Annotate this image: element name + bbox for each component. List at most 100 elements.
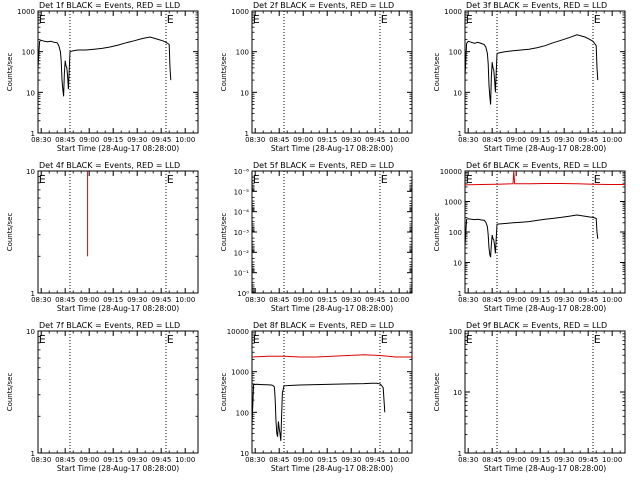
x-tick-label: 09:15 [103,456,123,464]
x-tick-label: 09:15 [317,136,337,144]
event-marker: E [39,333,46,346]
y-axis-label: Counts/sec [6,53,14,92]
chart-panel-2: Det 2f BLACK = Events, RED = LLD Counts/s… [220,1,413,153]
y-tick-label: 1 [458,290,462,298]
event-marker: E [594,13,601,26]
plot-frame [464,170,626,294]
y-tick-label: 100 [236,409,249,417]
y-tick-label: 10⁻⁶ [234,168,250,176]
plot-frame [464,330,626,454]
x-tick-label: 08:30 [31,296,51,304]
chart-panel-9: Det 9f BLACK = Events, RED = LLD Counts/s… [433,321,626,473]
chart-panel-7: Det 7f BLACK = Events, RED = LLD Counts/s… [6,321,199,473]
plot-frame [251,330,413,454]
x-tick-label: 10:00 [389,136,409,144]
event-marker: E [381,13,388,26]
y-tick-label: 1 [458,130,462,138]
x-tick-label: 08:30 [31,456,51,464]
chart-title: Det 4f BLACK = Events, RED = LLD [39,161,180,170]
y-tick-label: 10000 [227,328,249,336]
plot-frame [251,170,413,294]
x-tick-label: 08:45 [269,456,289,464]
x-axis-label: Start Time (28-Aug-17 08:28:00) [271,144,393,153]
x-axis-label: Start Time (28-Aug-17 08:28:00) [484,304,606,313]
x-tick-label: 08:45 [55,296,75,304]
x-tick-label: 09:00 [79,456,99,464]
y-tick-label: 10 [26,89,35,97]
x-tick-label: 09:45 [365,136,385,144]
event-marker: E [594,333,601,346]
x-tick-label: 09:15 [317,456,337,464]
x-tick-label: 09:30 [127,136,147,144]
lld-series-line [251,354,412,358]
x-tick-label: 08:30 [245,136,265,144]
x-tick-label: 09:45 [151,456,171,464]
event-marker: E [381,173,388,186]
event-marker: E [167,173,174,186]
event-marker: E [466,333,473,346]
y-tick-label: 1 [31,290,35,298]
y-tick-label: 100 [236,49,249,57]
y-tick-label: 1 [458,450,462,458]
x-tick-label: 10:00 [175,296,195,304]
x-tick-label: 09:30 [554,136,574,144]
x-tick-label: 09:15 [103,136,123,144]
y-axis-label: Counts/sec [6,373,14,412]
y-tick-label: 10 [453,89,462,97]
x-tick-label: 08:30 [245,296,265,304]
event-marker: E [466,173,473,186]
x-axis-label: Start Time (28-Aug-17 08:28:00) [271,304,393,313]
chart-panel-5: Det 5f BLACK = Events, RED = LLD Counts/s… [220,161,413,313]
x-tick-label: 09:45 [151,296,171,304]
x-tick-label: 08:45 [55,456,75,464]
x-tick-label: 09:00 [506,456,526,464]
x-axis-label: Start Time (28-Aug-17 08:28:00) [484,464,606,473]
plot-frame [37,10,199,134]
chart-title: Det 6f BLACK = Events, RED = LLD [466,161,607,170]
x-tick-label: 08:45 [55,136,75,144]
x-tick-label: 10:00 [602,296,622,304]
event-marker: E [39,173,46,186]
y-axis-label: Counts/sec [220,53,228,92]
x-tick-label: 08:30 [31,136,51,144]
y-axis-label: Counts/sec [220,373,228,412]
y-tick-label: 1000 [444,199,462,207]
x-tick-label: 08:45 [482,456,502,464]
x-tick-label: 09:30 [554,296,574,304]
x-tick-label: 09:30 [341,456,361,464]
x-axis-label: Start Time (28-Aug-17 08:28:00) [57,464,179,473]
lld-series-line [464,170,625,186]
y-tick-label: 100 [449,328,462,336]
y-tick-label: 1000 [231,369,249,377]
x-tick-label: 08:45 [482,136,502,144]
event-marker: E [594,173,601,186]
x-tick-label: 08:30 [245,456,265,464]
chart-title: Det 5f BLACK = Events, RED = LLD [253,161,394,170]
y-tick-label: 1 [245,130,249,138]
y-tick-label: 10⁰ [237,290,249,298]
event-marker: E [253,173,260,186]
x-tick-label: 10:00 [389,296,409,304]
y-tick-label: 10 [453,260,462,268]
x-tick-label: 09:00 [293,136,313,144]
y-tick-label: 10⁻² [234,249,250,257]
x-tick-label: 09:30 [127,456,147,464]
x-axis-label: Start Time (28-Aug-17 08:28:00) [271,464,393,473]
y-tick-label: 10000 [440,168,462,176]
x-tick-label: 09:45 [365,456,385,464]
y-axis-label: Counts/sec [433,373,441,412]
x-tick-label: 09:30 [341,296,361,304]
y-tick-label: 10⁻⁴ [234,209,250,217]
y-tick-label: 100 [449,49,462,57]
x-tick-label: 09:00 [293,456,313,464]
x-tick-label: 10:00 [175,136,195,144]
x-tick-label: 09:45 [151,136,171,144]
x-tick-label: 08:45 [269,136,289,144]
chart-panel-6: Det 6f BLACK = Events, RED = LLD Counts/s… [433,161,626,313]
x-axis-label: Start Time (28-Aug-17 08:28:00) [57,304,179,313]
x-axis-label: Start Time (28-Aug-17 08:28:00) [57,144,179,153]
x-tick-label: 09:45 [578,296,598,304]
x-tick-label: 09:00 [79,296,99,304]
chart-title: Det 8f BLACK = Events, RED = LLD [253,321,394,330]
event-marker: E [39,13,46,26]
